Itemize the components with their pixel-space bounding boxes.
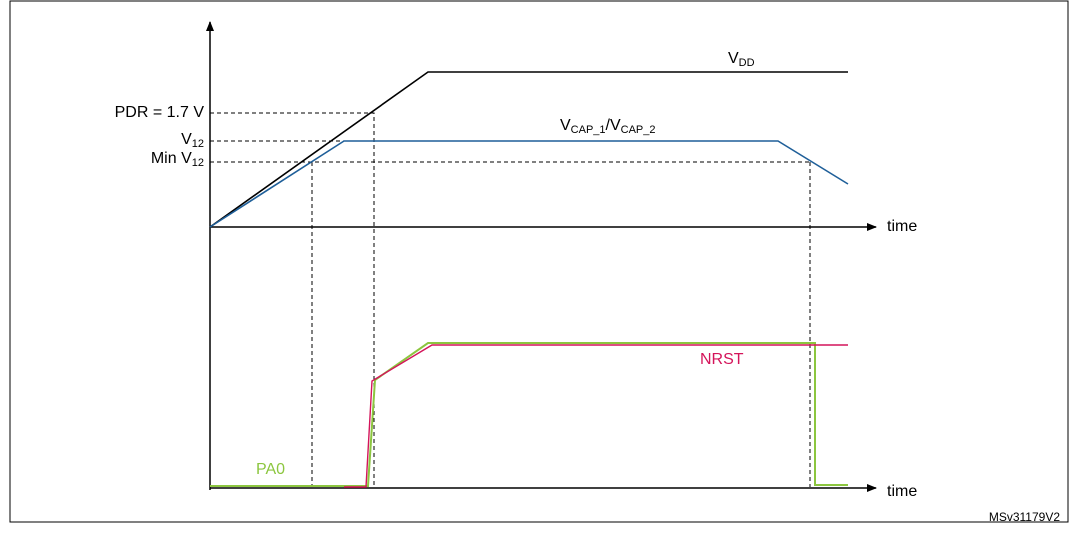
pdr-guide bbox=[210, 112, 375, 487]
figure-reference: MSv31179V2 bbox=[989, 510, 1060, 524]
text: V bbox=[181, 131, 192, 148]
subscript: CAP_2 bbox=[621, 124, 656, 136]
v12-label: V12 bbox=[181, 131, 204, 150]
subscript: CAP_1 bbox=[571, 124, 606, 136]
vdd-label: VDD bbox=[728, 50, 755, 69]
pa0-label: PA0 bbox=[256, 461, 285, 478]
pa0-curve bbox=[210, 342, 848, 487]
vdd-curve bbox=[209, 71, 848, 228]
subscript: 12 bbox=[192, 138, 204, 150]
text: V bbox=[560, 117, 571, 134]
pdr-label: PDR = 1.7 V bbox=[115, 104, 205, 121]
time-label: time bbox=[887, 483, 917, 500]
subscript: 12 bbox=[192, 157, 204, 169]
nrst-label: NRST bbox=[700, 351, 744, 368]
min-v12-label: Min V12 bbox=[151, 150, 204, 169]
vcap-curve bbox=[209, 140, 849, 228]
text: /V bbox=[606, 117, 621, 134]
time-label: time bbox=[887, 218, 917, 235]
nrst-curve bbox=[344, 344, 848, 488]
vcap-label: VCAP_1/VCAP_2 bbox=[560, 117, 656, 136]
text: V bbox=[728, 50, 739, 67]
subscript: DD bbox=[739, 57, 755, 69]
text: Min V bbox=[151, 150, 192, 167]
frame bbox=[9, 0, 1069, 523]
